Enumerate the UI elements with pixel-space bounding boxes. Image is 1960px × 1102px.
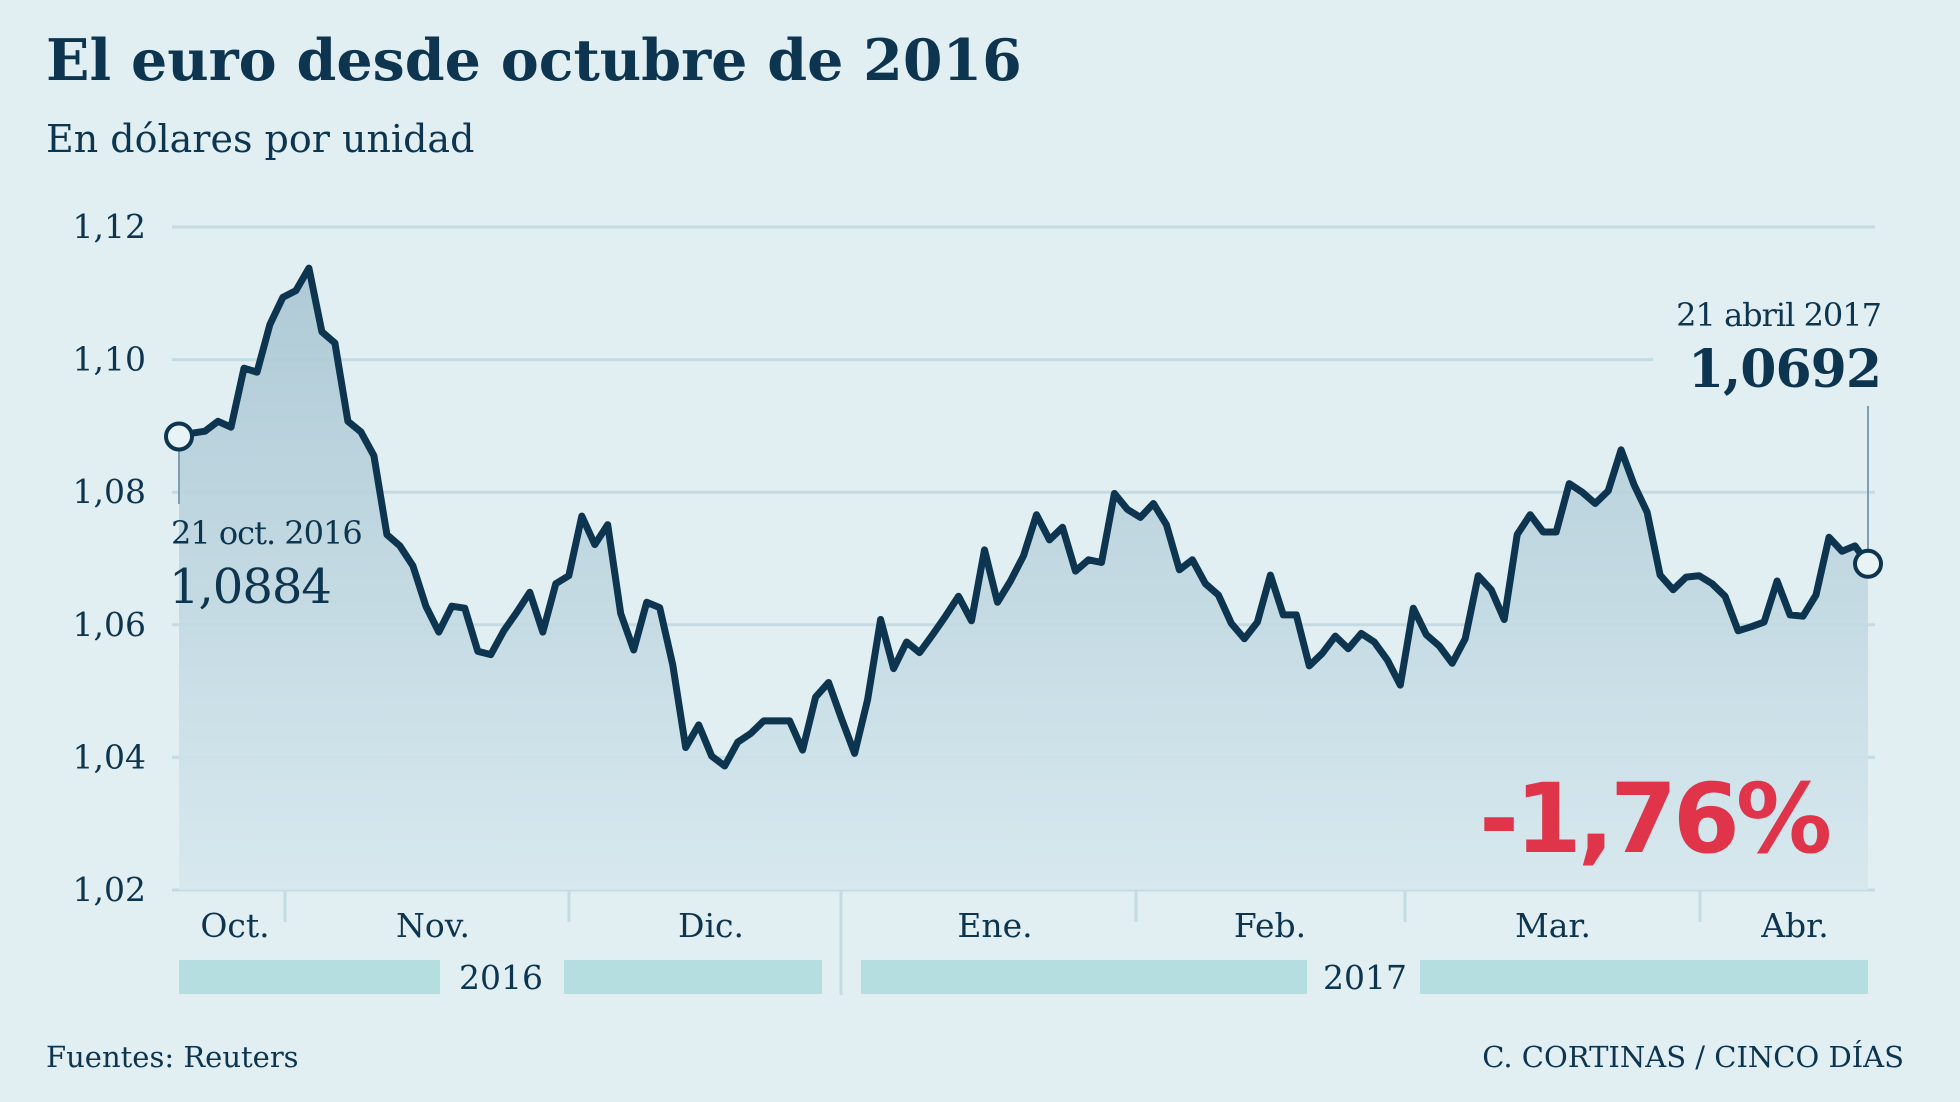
change-percent-label: -1,76% — [1479, 763, 1830, 875]
year-bar — [564, 960, 822, 994]
year-label: 2017 — [1323, 958, 1407, 997]
page-title: El euro desde octubre de 2016 — [46, 27, 1022, 94]
month-label: Oct. — [200, 906, 269, 945]
x-axis: Oct. Nov. Dic. Ene. Feb. Mar. Abr. 2016 2017 — [179, 890, 1868, 997]
month-label: Mar. — [1515, 906, 1591, 945]
month-label: Nov. — [396, 906, 470, 945]
y-tick-label: 1,06 — [73, 605, 146, 644]
year-label: 2016 — [459, 958, 543, 997]
year-bar — [861, 960, 1307, 994]
y-tick-label: 1,04 — [73, 737, 146, 776]
end-date-label: 21 abril 2017 — [1676, 296, 1881, 334]
y-tick-label: 1,08 — [73, 472, 146, 511]
source-note: Fuentes: Reuters — [46, 1040, 299, 1074]
month-label: Abr. — [1760, 906, 1829, 945]
area-fill — [179, 268, 1868, 891]
end-point-marker — [1853, 548, 1883, 579]
y-tick-label: 1,10 — [73, 340, 146, 379]
month-label: Ene. — [957, 906, 1032, 945]
month-label: Feb. — [1234, 906, 1306, 945]
month-label: Dic. — [678, 906, 744, 945]
credit-note: C. CORTINAS / CINCO DÍAS — [1482, 1039, 1904, 1074]
start-date-label: 21 oct. 2016 — [171, 514, 362, 552]
y-tick-label: 1,02 — [73, 870, 146, 909]
year-bar — [179, 960, 440, 994]
subtitle: En dólares por unidad — [46, 117, 474, 161]
series-line — [175, 264, 1872, 770]
start-point-marker — [164, 421, 194, 452]
end-value-label: 1,0692 — [1688, 339, 1881, 400]
start-value-label: 1,0884 — [169, 559, 331, 615]
y-axis-labels: 1,02 1,04 1,06 1,08 1,10 1,12 — [73, 207, 146, 909]
y-tick-label: 1,12 — [73, 207, 146, 246]
year-bar — [1420, 960, 1868, 994]
